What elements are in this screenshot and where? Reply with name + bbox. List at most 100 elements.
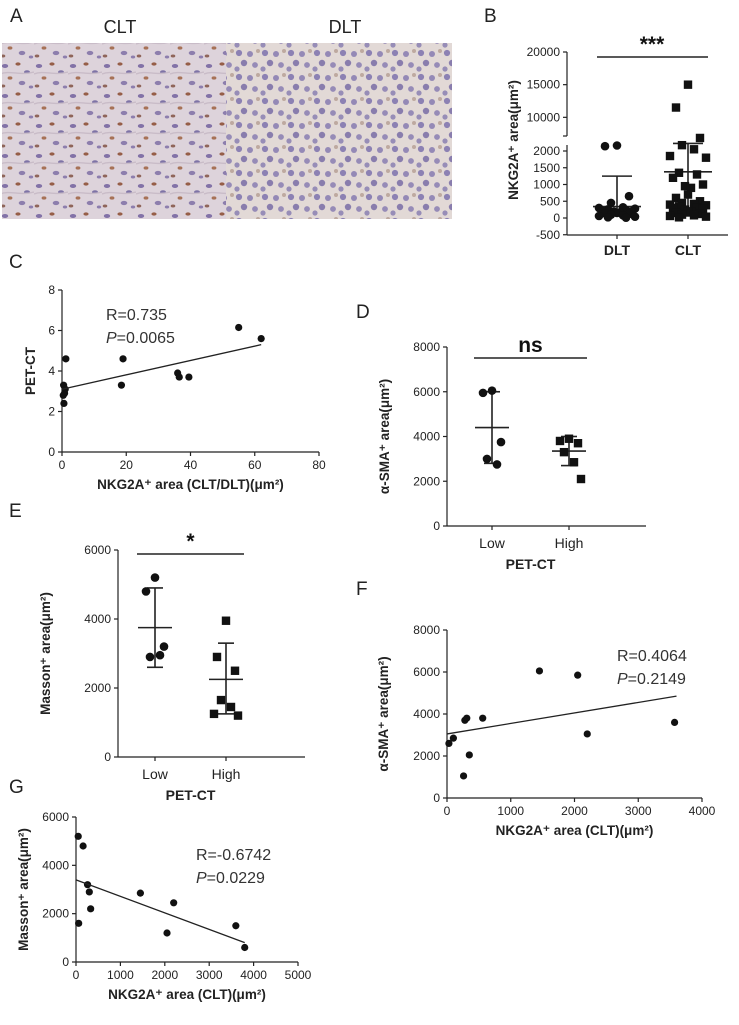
x-tick-label: 60 [248, 458, 262, 472]
x-tick-label: 2000 [151, 968, 178, 982]
x-tick-label: 0 [73, 968, 80, 982]
data-point [62, 355, 70, 363]
x-axis-title: NKG2A⁺ area (CLT/DLT)(μm²) [97, 477, 284, 492]
data-point [87, 905, 95, 913]
data-point [212, 652, 222, 662]
chart-g: 0 1000 2000 3000 4000 5000 0 2000 4000 6000 NKG2A⁺… [16, 810, 312, 1002]
category-label: High [555, 535, 584, 551]
significance-label: *** [640, 33, 665, 56]
category-label: Low [142, 766, 169, 782]
data-point [232, 922, 240, 930]
y-tick-label: 15000 [527, 78, 561, 92]
y-tick-label: 2000 [533, 144, 560, 158]
y-tick-label: 2 [48, 405, 55, 419]
y-tick-label: 4000 [413, 707, 440, 721]
y-tick-label: 1000 [533, 178, 560, 192]
data-point [235, 323, 243, 332]
dlt-image-label: DLT [329, 17, 362, 37]
panel-d-letter: D [356, 302, 370, 323]
y-axis-title: NKG2A⁺ area(μm²) [506, 80, 521, 200]
y-tick-label: 6 [48, 324, 55, 338]
data-point [574, 671, 582, 679]
data-point [492, 460, 502, 469]
y-axis-title: α-SMA⁺ area(μm²) [376, 656, 391, 771]
data-point [145, 652, 155, 662]
x-axis-title: PET-CT [166, 787, 216, 803]
y-tick-label: 2000 [84, 681, 111, 695]
significance-label: ns [518, 334, 543, 357]
data-point [612, 141, 622, 150]
x-tick-label: 3000 [196, 968, 223, 982]
y-tick-label: 0 [433, 519, 440, 533]
data-point [75, 919, 83, 927]
data-point [686, 183, 696, 193]
y-tick-label: 0 [62, 955, 69, 969]
data-point [159, 642, 169, 651]
regression-line [61, 344, 262, 390]
panel-a-letter: A [10, 6, 23, 27]
data-point [671, 193, 681, 203]
y-axis-title: PET-CT [23, 346, 38, 395]
data-point [692, 170, 702, 179]
data-point [573, 439, 583, 448]
p-annotation: P=0.0229 [196, 870, 265, 887]
p-value: =0.0065 [117, 330, 175, 347]
y-axis-title: Masson⁺ area(μm²) [16, 828, 31, 951]
data-point [674, 168, 684, 177]
r-annotation: R=0.4064 [617, 648, 687, 665]
data-point [692, 203, 702, 212]
y-tick-label: 6000 [42, 810, 69, 824]
data-point [496, 437, 506, 447]
category-label: DLT [604, 242, 631, 258]
data-point [221, 616, 231, 625]
r-annotation: R=0.735 [106, 307, 167, 324]
data-point [449, 734, 457, 742]
data-point [600, 141, 610, 151]
x-tick-label: 1000 [107, 968, 134, 982]
data-point [233, 711, 243, 720]
data-point [482, 454, 492, 464]
y-tick-label: -500 [536, 228, 560, 242]
data-point [85, 888, 93, 896]
y-tick-label: 6000 [413, 665, 440, 679]
panel-b-letter: B [484, 6, 497, 27]
y-tick-label: 10000 [527, 110, 561, 124]
data-point [576, 474, 586, 484]
y-tick-label: 0 [433, 791, 440, 805]
data-point [665, 211, 675, 221]
chart-c: 0 20 40 60 80 0 2 4 6 8 NKG2A⁺ area (CLT/DLT)(μm²)… [23, 283, 326, 492]
p-value: =0.2149 [628, 671, 686, 688]
x-tick-label: 20 [120, 458, 134, 472]
data-point [701, 212, 711, 221]
data-point [569, 458, 579, 467]
data-point [141, 587, 151, 596]
data-point [61, 385, 69, 393]
data-point [698, 204, 708, 213]
y-tick-label: 4000 [413, 430, 440, 444]
category-label: Low [479, 535, 506, 551]
data-point [465, 751, 473, 759]
data-point [680, 181, 690, 191]
data-point [463, 714, 471, 722]
x-tick-label: 5000 [285, 968, 312, 982]
y-tick-label: 6000 [413, 385, 440, 399]
y-tick-label: 2000 [42, 907, 69, 921]
significance-label: * [186, 530, 195, 553]
data-point [478, 388, 488, 398]
y-tick-label: 6000 [84, 543, 111, 557]
data-point [689, 145, 699, 154]
data-point [695, 209, 705, 219]
x-tick-label: 3000 [625, 804, 652, 818]
data-point [698, 180, 708, 189]
data-point [665, 151, 675, 161]
data-point [677, 140, 687, 150]
p-symbol: P [106, 330, 117, 347]
data-point [257, 335, 265, 343]
y-axis-title: α-SMA⁺ area(μm²) [377, 379, 392, 494]
x-tick-label: 4000 [689, 804, 716, 818]
r-annotation: R=-0.6742 [196, 847, 271, 864]
data-point [535, 667, 544, 675]
clt-image-label: CLT [104, 17, 137, 37]
data-point [230, 666, 240, 675]
data-point [624, 191, 634, 201]
